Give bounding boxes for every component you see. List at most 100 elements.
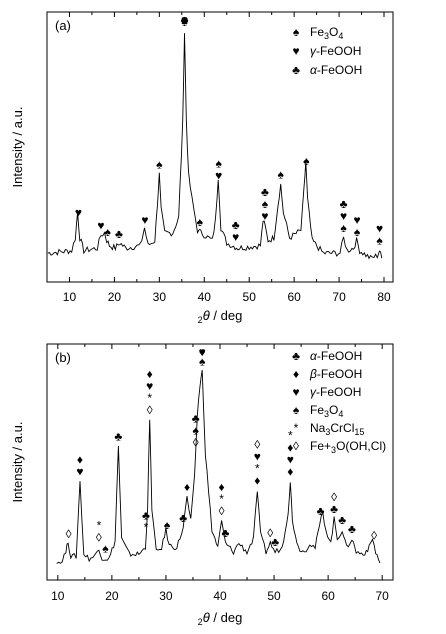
peak-marker: ♥ bbox=[199, 345, 206, 359]
peak-marker: ♦ bbox=[287, 465, 293, 479]
x-tick-label: 40 bbox=[213, 589, 227, 603]
legend-symbol: ♥ bbox=[292, 44, 299, 58]
x-tick-label: 50 bbox=[243, 290, 257, 304]
peak-marker: ♣ bbox=[271, 535, 279, 549]
peak-marker: ♠ bbox=[192, 424, 199, 438]
peak-marker: ♠ bbox=[156, 157, 163, 171]
x-tick-label: 20 bbox=[105, 589, 119, 603]
peak-marker: ♣ bbox=[179, 511, 187, 525]
peak-marker: ♠ bbox=[164, 518, 171, 532]
peak-marker: ♣ bbox=[142, 509, 150, 523]
x-tick-label: 20 bbox=[108, 290, 122, 304]
panel-a: 10 20 30 40 50 60 70 80 2θ / deg Intensity / a.u.… bbox=[10, 11, 394, 325]
peak-marker: ♥ bbox=[141, 213, 148, 227]
x-tick-label: 10 bbox=[51, 589, 65, 603]
peak-marker: ♥ bbox=[75, 206, 82, 220]
x-axis-title: 2θ / deg bbox=[198, 610, 243, 627]
peak-marker: ◊ bbox=[267, 526, 273, 540]
x-tick-label: 60 bbox=[287, 290, 301, 304]
peak-marker: ◊ bbox=[147, 403, 153, 417]
peak-marker: ♣ bbox=[330, 502, 338, 516]
xrd-series-line bbox=[56, 370, 381, 564]
peak-marker: * bbox=[219, 492, 224, 506]
x-tick-label: 10 bbox=[63, 290, 77, 304]
x-tick-label: 70 bbox=[332, 290, 346, 304]
panel-b: 10 20 30 40 50 60 70 2θ / deg Intensity / a.u. (b… bbox=[10, 343, 394, 627]
peak-marker: ♥ bbox=[261, 209, 268, 223]
peak-marker: ♣ bbox=[114, 429, 122, 443]
peak-marker: ♣ bbox=[261, 185, 269, 199]
peak-marker: ♠ bbox=[376, 234, 383, 248]
peak-marker: ♦ bbox=[77, 453, 83, 467]
peak-marker: ♠ bbox=[262, 197, 269, 211]
peak-marker: ♠ bbox=[340, 221, 347, 235]
y-axis-title: Intensity / a.u. bbox=[10, 422, 25, 503]
legend-label: Fe+3O(OH,Cl) bbox=[310, 439, 386, 455]
legend-symbol: * bbox=[294, 421, 299, 435]
peak-marker: ♦ bbox=[219, 480, 225, 494]
peak-marker: * bbox=[147, 391, 152, 405]
peak-marker: ♥ bbox=[181, 13, 188, 27]
peak-marker: ♥ bbox=[376, 222, 383, 236]
peak-marker: ♠ bbox=[181, 15, 188, 29]
peak-marker: ♥ bbox=[254, 449, 261, 463]
peak-marker: * bbox=[97, 519, 102, 533]
legend-symbol: ♠ bbox=[293, 403, 300, 417]
peak-marker: ♥ bbox=[353, 213, 360, 227]
x-tick-label: 50 bbox=[267, 589, 281, 603]
x-tick-label: 30 bbox=[159, 589, 173, 603]
x-tick-label: 80 bbox=[377, 290, 391, 304]
peak-marker: ♥ bbox=[232, 230, 239, 244]
peak-marker: ♦ bbox=[147, 367, 153, 381]
peak-marker: * bbox=[288, 429, 293, 443]
y-axis-title: Intensity / a.u. bbox=[10, 107, 25, 188]
xrd-series-line bbox=[47, 33, 383, 260]
peak-marker: ♥ bbox=[215, 168, 222, 182]
peak-marker: ♣ bbox=[348, 522, 356, 536]
legend-symbol: ♠ bbox=[293, 25, 300, 39]
peak-marker: ♠ bbox=[102, 542, 109, 556]
legend-label: β-FeOOH bbox=[309, 367, 362, 381]
peak-marker: ♥ bbox=[76, 465, 83, 479]
legend-label: α-FeOOH bbox=[310, 349, 362, 363]
peak-marker: ♠ bbox=[197, 215, 204, 229]
peak-marker: ♠ bbox=[277, 168, 284, 182]
peak-marker: ♥ bbox=[287, 453, 294, 467]
legend-label: Fe3O4 bbox=[310, 403, 343, 419]
legend-label: Fe3O4 bbox=[310, 25, 343, 41]
peak-marker: ♦ bbox=[199, 345, 205, 359]
legend-label: γ-FeOOH bbox=[310, 385, 361, 399]
peak-marker: ♣ bbox=[338, 513, 346, 527]
peak-marker: ♠ bbox=[104, 225, 111, 239]
peak-marker: ♠ bbox=[303, 154, 310, 168]
legend-label: γ-FeOOH bbox=[310, 44, 361, 58]
peak-marker: ♣ bbox=[317, 504, 325, 518]
legend-label: α-FeOOH bbox=[310, 63, 362, 77]
x-tick-label: 70 bbox=[376, 589, 390, 603]
peak-marker: ♦ bbox=[254, 473, 260, 487]
panel-label: (b) bbox=[55, 350, 71, 365]
peak-marker: * bbox=[255, 461, 260, 475]
peak-marker: ♦ bbox=[184, 480, 190, 494]
peak-marker: ♠ bbox=[215, 156, 222, 170]
x-tick-label: 40 bbox=[198, 290, 212, 304]
peak-marker: ♣ bbox=[181, 13, 189, 27]
panel-label: (a) bbox=[55, 18, 71, 33]
peak-marker: ◊ bbox=[96, 531, 102, 545]
peak-marker: ♥ bbox=[146, 379, 153, 393]
peak-marker: ♣ bbox=[192, 412, 200, 426]
peak-marker: ◊ bbox=[66, 527, 72, 541]
x-tick-label: 30 bbox=[153, 290, 167, 304]
peak-marker: ♥ bbox=[340, 209, 347, 223]
x-tick-label: 60 bbox=[321, 589, 335, 603]
peak-marker: ◊ bbox=[193, 436, 199, 450]
peak-marker: ◊ bbox=[331, 490, 337, 504]
peak-marker: ♣ bbox=[340, 197, 348, 211]
legend-symbol: ♦ bbox=[293, 367, 299, 381]
legend-symbol: ◊ bbox=[293, 439, 299, 453]
peak-marker: ◊ bbox=[219, 504, 225, 518]
legend-label: Na3CrCl15 bbox=[310, 421, 364, 437]
legend-symbol: ♣ bbox=[292, 349, 300, 363]
peak-marker: ◊ bbox=[254, 437, 260, 451]
peak-marker: * bbox=[144, 521, 149, 535]
